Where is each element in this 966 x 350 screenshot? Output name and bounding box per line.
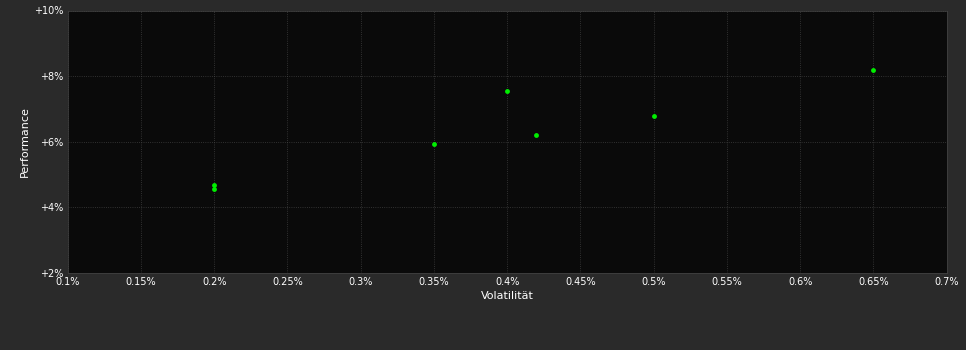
X-axis label: Volatilität: Volatilität — [481, 291, 533, 301]
Y-axis label: Performance: Performance — [20, 106, 30, 177]
